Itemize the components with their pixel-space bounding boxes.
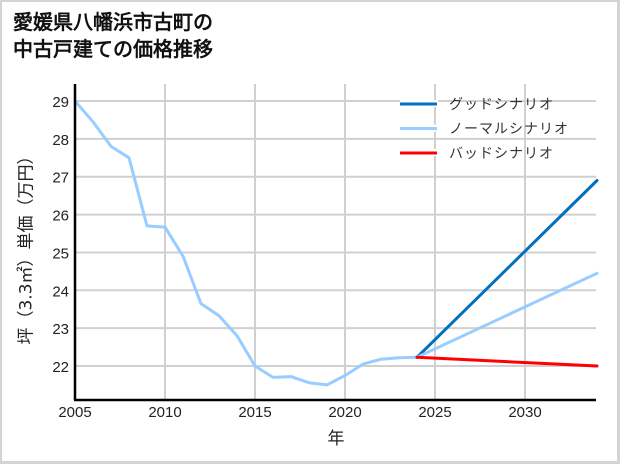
legend-label: ノーマルシナリオ (449, 122, 569, 138)
chart-title-line-1: 愛媛県八幡浜市古町の (13, 10, 213, 34)
x-tick-label: 2005 (58, 404, 91, 421)
y-tick-label: 23 (52, 321, 69, 338)
tick-labels: 22 23 24 25 26 27 28 29 2005 2010 2015 2020 2025 2030 (52, 94, 541, 421)
x-tick-label: 2025 (418, 404, 451, 421)
series-line-ノーマルシナリオ (415, 271, 599, 359)
legend-label: グッドシナリオ (449, 97, 554, 113)
x-tick-label: 2015 (238, 404, 271, 421)
series-line-グッドシナリオ (415, 179, 599, 359)
x-tick-label: 2030 (508, 404, 541, 421)
y-tick-label: 26 (52, 208, 69, 225)
axes (73, 84, 596, 402)
series-line-バッドシナリオ (415, 355, 599, 368)
gridlines (75, 84, 596, 400)
x-axis-label: 年 (327, 429, 345, 449)
chart-title: 愛媛県八幡浜市古町の 中古戸建ての価格推移 (13, 9, 213, 63)
x-tick-label: 2020 (328, 404, 361, 421)
y-tick-label: 24 (52, 283, 69, 300)
x-tick-label: 2010 (148, 404, 181, 421)
y-tick-label: 25 (52, 245, 69, 262)
y-tick-label: 27 (52, 170, 69, 187)
data-series (73, 99, 599, 387)
y-axis-label: 坪（3.3㎡）単価（万円） (16, 147, 37, 345)
y-tick-label: 22 (52, 359, 69, 376)
y-tick-label: 28 (52, 132, 69, 149)
y-tick-label: 29 (52, 94, 69, 111)
legend-label: バッドシナリオ (449, 146, 554, 162)
chart-title-line-2: 中古戸建ての価格推移 (13, 37, 213, 61)
series-line-historical (73, 99, 419, 387)
